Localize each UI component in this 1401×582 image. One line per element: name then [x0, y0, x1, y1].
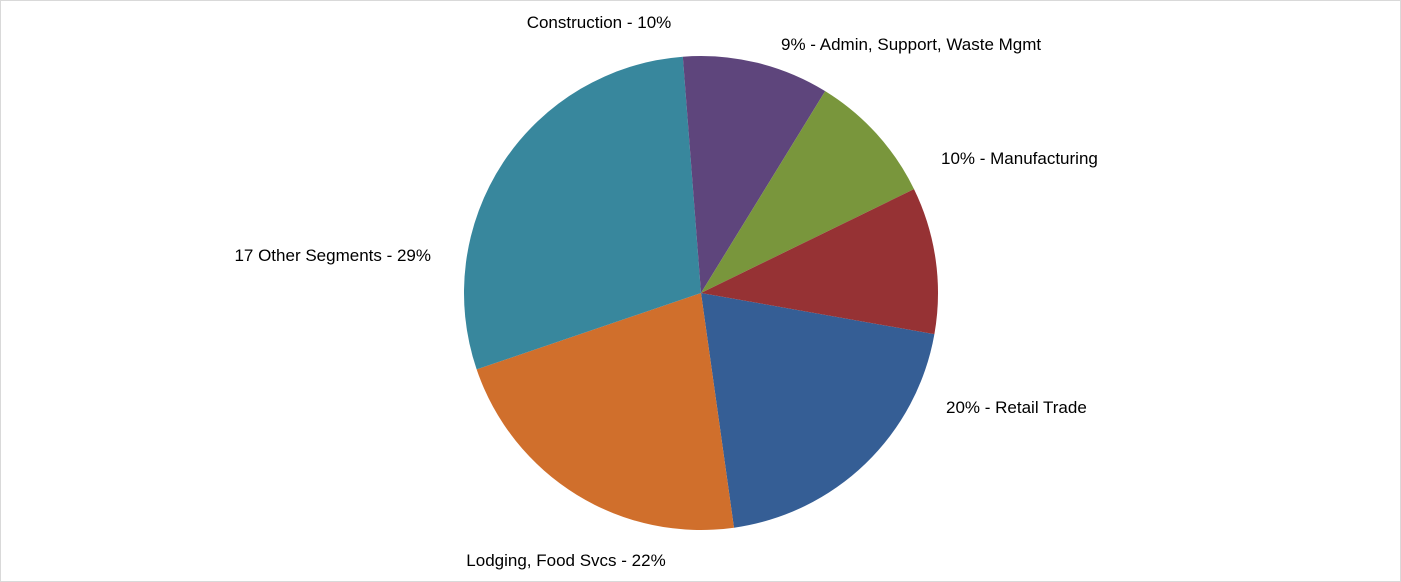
pie-slice-lodging-food-svcs: [476, 293, 734, 530]
slice-label-lodging-food-svcs: Lodging, Food Svcs - 22%: [466, 551, 665, 570]
pie-slice-retail-trade: [701, 293, 935, 528]
slice-label-construction: Construction - 10%: [527, 13, 672, 32]
pie-slice-admin-support-waste-mgmt: [701, 91, 915, 293]
pie-slice-construction: [682, 56, 826, 293]
pie-slice-manufacturing: [701, 189, 938, 335]
pie-slice-17-other-segments: [463, 56, 701, 370]
pie-labels: 20% - Retail Trade Lodging, Food Svcs - 2…: [234, 13, 1097, 570]
slice-label-17-other-segments: 17 Other Segments - 29%: [234, 246, 431, 265]
slice-label-manufacturing: 10% - Manufacturing: [941, 149, 1098, 168]
pie-slices: [463, 56, 938, 530]
slice-label-retail-trade: 20% - Retail Trade: [946, 398, 1087, 417]
slice-label-admin-support-waste-mgmt: 9% - Admin, Support, Waste Mgmt: [781, 35, 1041, 54]
